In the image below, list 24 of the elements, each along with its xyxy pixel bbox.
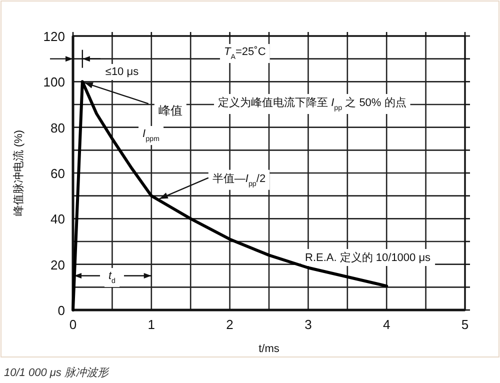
- y-tick-label: 60: [50, 166, 65, 181]
- x-tick-label: 2: [226, 317, 234, 332]
- x-axis-title: t/ms: [258, 343, 280, 355]
- annotation: t$_{d}$: [108, 270, 116, 285]
- y-tick-label: 20: [50, 257, 65, 272]
- x-tick-label: 1: [148, 317, 156, 332]
- annotation: ≤10 μs: [105, 66, 140, 78]
- annotation: I$_{ppm}$: [142, 128, 160, 143]
- x-tick-label: 3: [304, 317, 312, 332]
- y-tick-label: 100: [43, 74, 65, 90]
- y-axis-title: 峰值脉冲电流 (%): [12, 130, 25, 216]
- y-tick-label: 80: [50, 120, 65, 136]
- annotation: 定义为峰值电流下降至 I$_{pp}$ 之 50% 的点: [218, 96, 406, 112]
- annotation: 半值—I$_{pp}$/2: [212, 172, 266, 188]
- y-tick-label: 0: [58, 303, 65, 318]
- annotation: 峰值: [158, 104, 182, 118]
- text: 10/1 000 μs 脉冲波形: [4, 366, 110, 379]
- annotation: T$_{A}$=25˚C: [224, 46, 266, 61]
- x-tick-label: 0: [69, 317, 77, 332]
- y-tick-label: 120: [43, 29, 65, 44]
- y-tick-label: 40: [50, 212, 65, 227]
- annotation: R.E.A. 定义的 10/1000 μs: [305, 251, 432, 264]
- x-tick-label: 4: [382, 317, 390, 332]
- x-tick-label: 5: [461, 317, 469, 332]
